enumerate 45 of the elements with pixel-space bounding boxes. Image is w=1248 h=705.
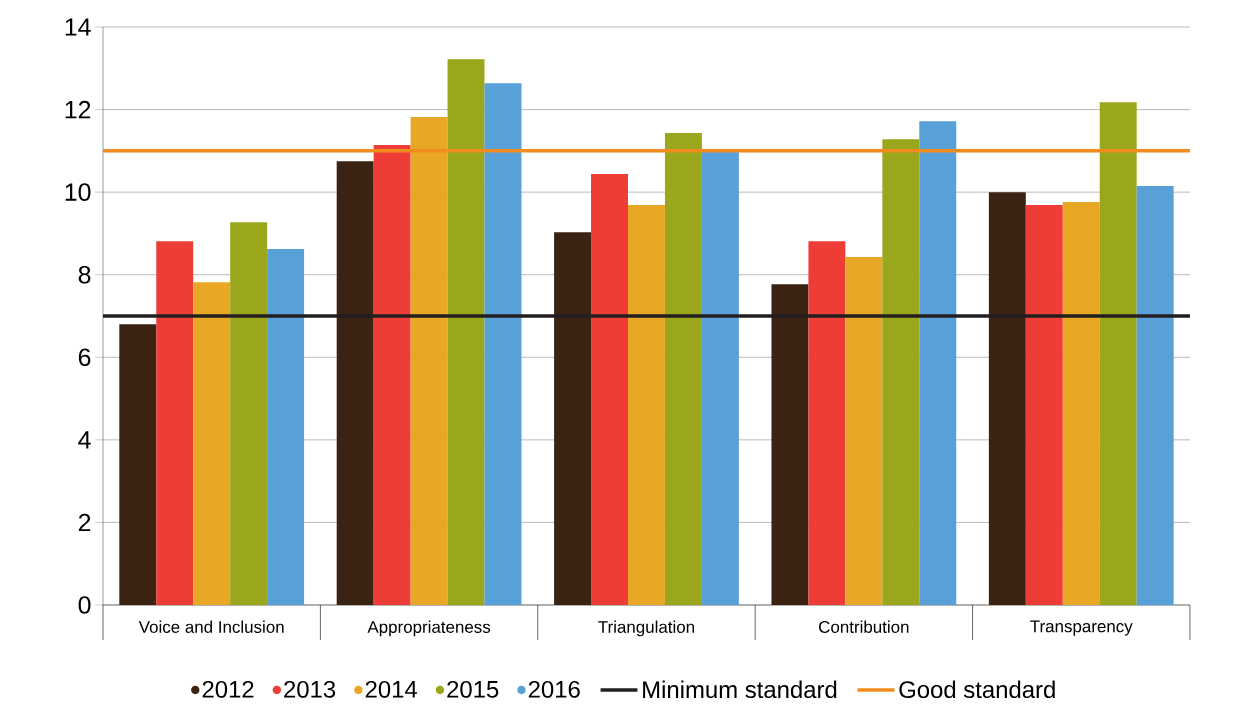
bar xyxy=(156,241,194,605)
y-tick-label: 0 xyxy=(78,596,91,614)
bar xyxy=(1099,102,1137,605)
legend-label: 2013 xyxy=(284,680,336,698)
y-tick-label: 4 xyxy=(78,431,91,449)
x-tick-label: Triangulation xyxy=(598,620,694,637)
y-tick-label: 14 xyxy=(65,18,91,36)
bar xyxy=(554,232,592,605)
bar xyxy=(1062,202,1100,605)
bar xyxy=(919,121,957,605)
y-tick-label: 12 xyxy=(65,100,91,119)
bar xyxy=(119,324,157,605)
bar xyxy=(1136,185,1174,605)
y-tick-label: 6 xyxy=(78,348,91,367)
legend-label: 2015 xyxy=(447,680,499,698)
bar xyxy=(627,204,665,605)
x-tick-label: Contribution xyxy=(819,620,909,633)
bar xyxy=(373,145,411,605)
bar xyxy=(664,133,702,605)
bar xyxy=(230,222,268,605)
x-tick-label: Voice and Inclusion xyxy=(138,620,284,633)
legend-label: Minimum standard xyxy=(643,680,837,699)
bar xyxy=(988,192,1026,605)
bar xyxy=(701,151,739,605)
y-tick-label: 8 xyxy=(78,265,91,284)
legend-label: 2014 xyxy=(365,680,418,698)
legend-label: 2012 xyxy=(202,680,254,698)
bar xyxy=(845,256,883,605)
bar xyxy=(336,161,374,605)
bar xyxy=(410,117,448,605)
legend-label: Good standard xyxy=(899,680,1055,699)
bar xyxy=(882,139,920,605)
x-tick-label: Transparency xyxy=(1030,620,1133,636)
legend-label: 2016 xyxy=(528,680,580,698)
bar xyxy=(808,241,846,605)
bar xyxy=(1025,204,1063,605)
bar xyxy=(447,59,485,605)
bar xyxy=(771,284,809,605)
bar xyxy=(591,173,628,605)
y-tick-label: 10 xyxy=(65,183,91,201)
x-tick-label: Appropriateness xyxy=(367,620,491,637)
bar xyxy=(484,83,522,605)
y-tick-label: 2 xyxy=(78,513,91,532)
bar xyxy=(193,282,231,605)
bar xyxy=(267,249,305,605)
